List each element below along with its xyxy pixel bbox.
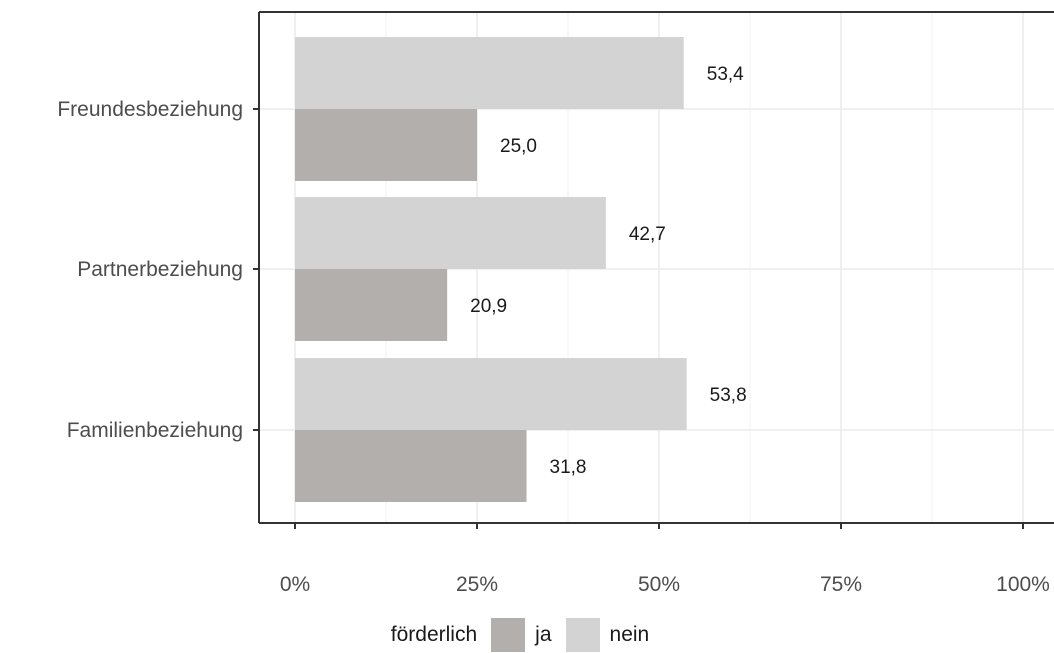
legend-item-nein: nein: [566, 618, 650, 652]
legend: förderlich ja nein: [0, 618, 1054, 652]
bar-ja: [295, 269, 447, 341]
legend-key-nein: [566, 618, 600, 652]
bar-nein: [295, 197, 606, 269]
bar-nein: [295, 37, 684, 109]
x-tick-label: 75%: [820, 573, 862, 596]
x-tick-label: 50%: [638, 573, 680, 596]
data-label-nein: 53,4: [707, 64, 744, 85]
x-tick-label: 0%: [280, 573, 310, 596]
legend-label-nein: nein: [610, 623, 650, 647]
data-label-ja: 25,0: [500, 136, 537, 157]
y-tick-label: Familienbeziehung: [67, 419, 243, 442]
legend-title: förderlich: [391, 623, 477, 647]
data-label-ja: 31,8: [550, 457, 587, 478]
legend-label-ja: ja: [535, 623, 551, 647]
data-label-nein: 53,8: [710, 385, 747, 406]
y-tick-label: Freundesbeziehung: [57, 98, 243, 121]
data-label-nein: 42,7: [629, 224, 666, 245]
x-tick-label: 100%: [996, 573, 1050, 596]
legend-key-ja: [491, 618, 525, 652]
y-tick-label: Partnerbeziehung: [77, 258, 243, 281]
x-tick-label: 25%: [456, 573, 498, 596]
legend-item-ja: ja: [491, 618, 551, 652]
data-label-ja: 20,9: [470, 296, 507, 317]
bar-nein: [295, 358, 687, 430]
bar-ja: [295, 109, 477, 181]
bar-ja: [295, 430, 527, 502]
